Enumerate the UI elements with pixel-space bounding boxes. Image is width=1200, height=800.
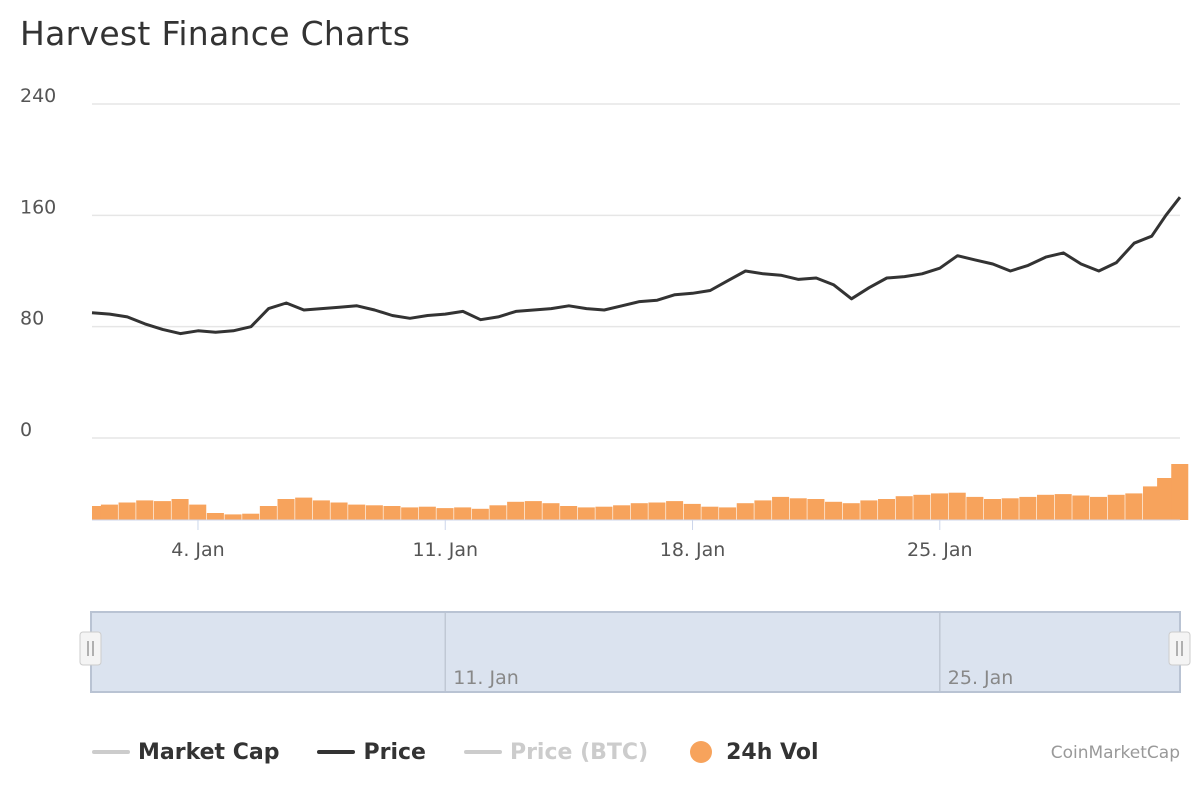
volume-bar <box>171 499 189 520</box>
volume-bar <box>136 500 154 520</box>
legend-item-24h-vol[interactable]: 24h Vol <box>686 739 819 765</box>
volume-bar <box>754 500 772 520</box>
volume-swatch <box>690 741 713 763</box>
y-tick-label: 0 <box>20 419 32 441</box>
navigator-range[interactable] <box>90 611 1181 693</box>
volume-bar <box>206 513 224 520</box>
y-tick-label: 240 <box>20 85 56 107</box>
y-tick-label: 80 <box>20 308 44 330</box>
volume-bar <box>153 501 171 520</box>
volume-bar <box>118 502 136 520</box>
volume-bar <box>454 507 472 520</box>
volume-bar <box>719 507 737 520</box>
volume-bar <box>772 496 790 520</box>
volume-bar <box>1001 498 1019 520</box>
x-tick-label: 4. Jan <box>171 539 224 561</box>
y-axis-ticks: 0 80 160 240 <box>20 85 56 441</box>
navigator-tick-label: 11. Jan <box>453 667 519 689</box>
market-cap-swatch <box>92 750 130 754</box>
volume-bar <box>701 506 719 520</box>
volume-bar <box>277 499 295 520</box>
volume-bar <box>1019 496 1037 520</box>
volume-bar <box>878 499 896 520</box>
grid-lines <box>92 103 1180 439</box>
volume-bar <box>560 506 578 520</box>
x-tick-label: 25. Jan <box>907 539 973 561</box>
volume-bar <box>1089 496 1108 520</box>
legend-label: Market Cap <box>138 739 280 765</box>
legend-label: Price (BTC) <box>509 739 649 765</box>
volume-bar <box>189 504 207 520</box>
volume-bar <box>1054 494 1072 520</box>
legend-item-market-cap[interactable]: Market Cap <box>92 740 279 765</box>
price-chart: 0 80 160 240 4. Jan 11. Jan 18. Jan 25. Jan 11… <box>20 85 1191 693</box>
legend-label: 24h Vol <box>726 739 819 765</box>
volume-bar <box>524 501 542 520</box>
chart-legend: Market Cap Price Price (BTC) 24h Vol <box>92 735 857 769</box>
credit-link[interactable]: CoinMarketCap <box>1050 743 1180 763</box>
y-tick-label: 160 <box>20 196 56 218</box>
volume-bar <box>507 501 525 520</box>
price-series-line <box>91 196 1182 336</box>
volume-bar <box>895 496 913 520</box>
x-tick-label: 18. Jan <box>660 539 726 561</box>
legend-label: Price <box>363 739 426 765</box>
volume-bar <box>418 506 436 520</box>
volume-bar <box>842 503 860 520</box>
volume-bar <box>1107 494 1125 520</box>
volume-bar <box>1171 464 1189 520</box>
volume-bar <box>913 494 931 520</box>
volume-bar <box>613 505 631 520</box>
volume-bar <box>312 500 330 520</box>
volume-bar <box>100 504 118 520</box>
volume-bar <box>1125 493 1143 520</box>
volume-bar <box>436 508 454 520</box>
volume-bar <box>365 505 383 520</box>
volume-bar <box>666 501 684 520</box>
volume-bar <box>1036 494 1055 520</box>
volume-bar <box>242 513 260 520</box>
volume-bar <box>224 514 242 520</box>
price-btc-swatch <box>463 750 502 754</box>
x-axis-ticks: 4. Jan 11. Jan 18. Jan 25. Jan <box>171 520 973 561</box>
volume-bar <box>259 506 277 520</box>
navigator-left-handle[interactable] <box>79 631 102 666</box>
volume-bar <box>1072 495 1090 520</box>
legend-item-price-btc[interactable]: Price (BTC) <box>463 739 649 765</box>
volume-bar <box>966 496 984 520</box>
volume-bar <box>825 501 843 520</box>
volume-bar <box>948 492 966 520</box>
volume-bar <box>931 493 949 520</box>
volume-bar <box>348 504 366 520</box>
volume-bar <box>860 500 878 520</box>
volume-bar <box>542 503 560 520</box>
volume-bar <box>789 498 807 520</box>
volume-bar <box>630 503 648 520</box>
volume-bar <box>489 505 507 520</box>
page-title: Harvest Finance Charts <box>20 14 411 53</box>
volume-bar <box>595 506 613 520</box>
x-tick-label: 11. Jan <box>412 539 478 561</box>
volume-bar <box>807 499 825 520</box>
legend-item-price[interactable]: Price <box>317 739 426 765</box>
volume-bar <box>648 502 666 520</box>
volume-bars <box>92 464 1189 520</box>
volume-bar <box>295 497 313 520</box>
volume-bar <box>471 508 489 520</box>
volume-bar <box>736 503 754 520</box>
navigator-ticks: 11. Jan 25. Jan <box>444 613 1014 691</box>
navigator-tick-label: 25. Jan <box>948 667 1014 689</box>
volume-bar <box>577 507 595 520</box>
volume-bar <box>984 499 1002 520</box>
navigator-right-handle[interactable] <box>1168 631 1191 666</box>
volume-bar <box>683 503 701 520</box>
volume-bar <box>330 502 348 520</box>
volume-bar <box>401 507 419 520</box>
volume-bar <box>383 506 401 520</box>
navigator[interactable]: 11. Jan 25. Jan <box>79 611 1191 693</box>
price-swatch <box>317 750 356 754</box>
volume-bar <box>1157 478 1175 520</box>
volume-bar <box>1142 486 1161 520</box>
